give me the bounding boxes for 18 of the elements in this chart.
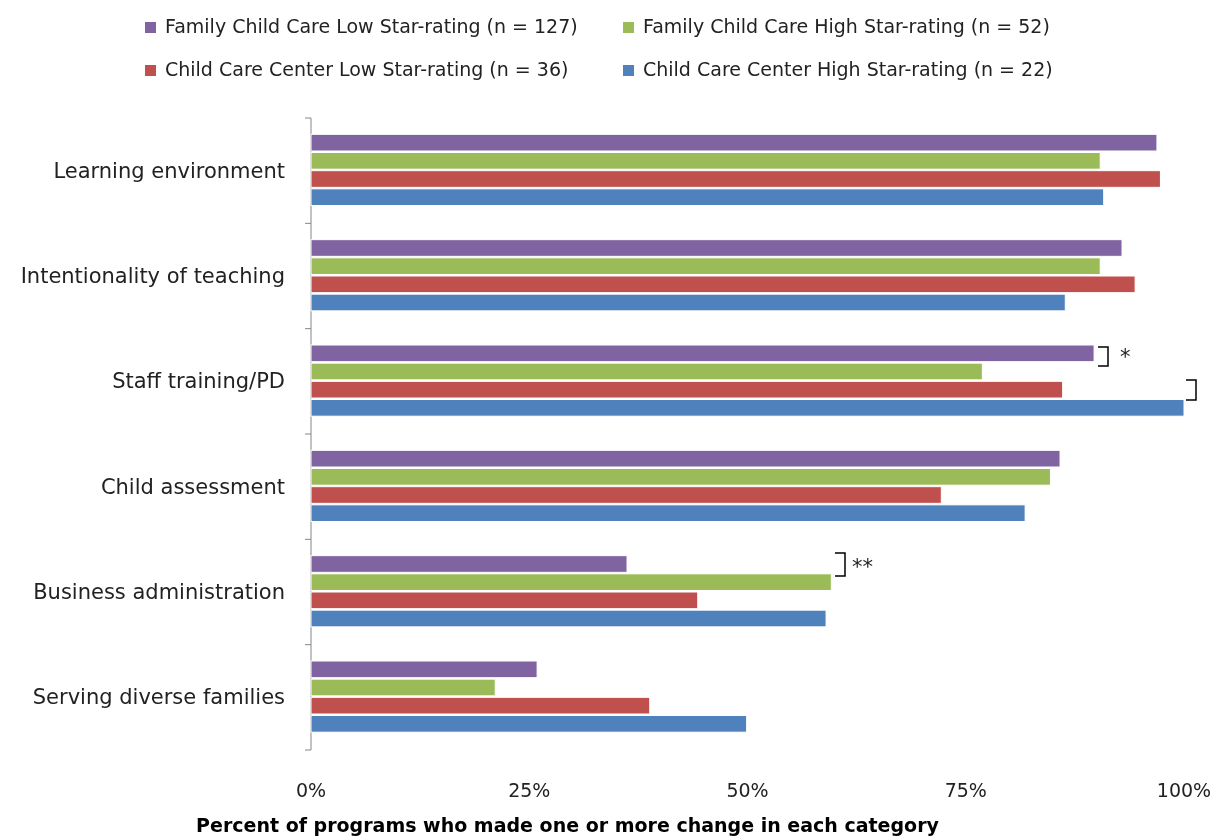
x-tick-label: 0% — [295, 779, 327, 801]
y-tick-label: Child assessment — [100, 474, 285, 499]
y-tick-label: Staff training/PD — [112, 369, 285, 394]
annotation: * — [1120, 345, 1131, 369]
annotation: ** — [852, 555, 873, 579]
y-tick-label: Learning environment — [53, 158, 285, 183]
legend-label: Child Care Center High Star-rating (n = 22) — [643, 58, 1053, 80]
legend-label: Child Care Center Low Star-rating (n = 36) — [165, 58, 569, 80]
x-axis-title: Percent of programs who made one or more change in each category — [196, 814, 940, 836]
x-tick-label: 50% — [726, 779, 769, 801]
legend-label: Family Child Care High Star-rating (n = 52) — [643, 15, 1050, 37]
y-tick-label: Serving diverse families — [32, 685, 285, 710]
y-tick-label: Business administration — [33, 580, 285, 604]
legend-label: Family Child Care Low Star-rating (n = 127) — [165, 15, 578, 37]
x-tick-label: 75% — [944, 779, 987, 801]
x-tick-label: 100% — [1156, 779, 1212, 801]
x-tick-label: 25% — [508, 779, 551, 801]
y-tick-label: Intentionality of teaching — [20, 264, 285, 288]
